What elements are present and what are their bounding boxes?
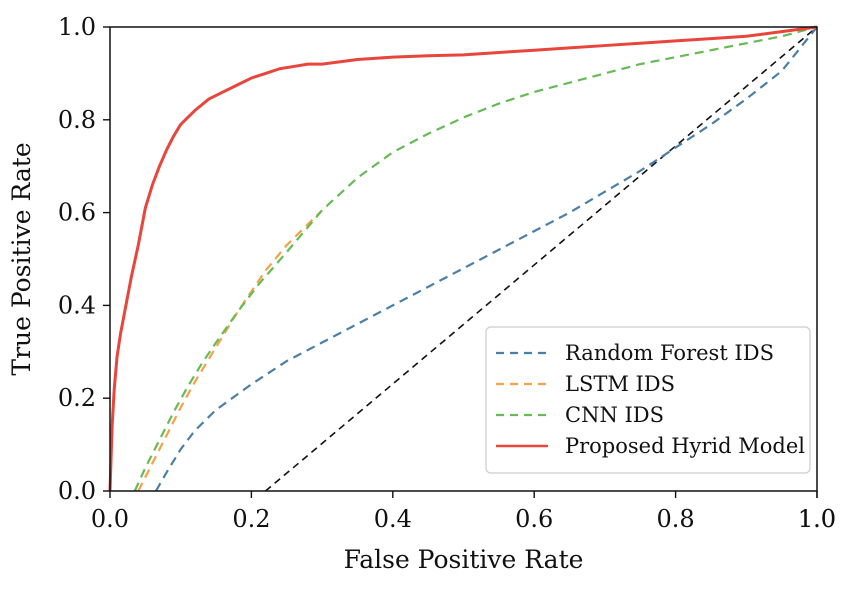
x-tick-label: 0.2 — [232, 505, 270, 533]
x-tick-label: 0.4 — [374, 505, 412, 533]
x-tick-label: 1.0 — [798, 505, 836, 533]
legend-label: CNN IDS — [565, 403, 664, 427]
x-tick-label: 1.0 — [798, 505, 836, 533]
y-tick-label: 0.8 — [58, 106, 96, 134]
x-axis-label: False Positive Rate — [344, 545, 584, 574]
y-tick-label: 0.6 — [58, 199, 96, 227]
y-tick-label: 0.2 — [58, 384, 96, 412]
legend-label: LSTM IDS — [565, 372, 675, 396]
series-line-2 — [137, 209, 323, 492]
y-tick-label: 1.0 — [58, 13, 96, 41]
plot-frame — [109, 26, 818, 492]
plot-lines — [108, 25, 818, 492]
series-line-1 — [154, 26, 818, 492]
legend: Random Forest IDS LSTM IDS CNN IDS Proposed… — [485, 326, 811, 474]
y-tick-label: 0.4 — [58, 291, 96, 319]
legend-label: Random Forest IDS — [565, 341, 774, 365]
series-line-4 — [108, 25, 818, 492]
y-tick-label: 0.0 — [58, 477, 96, 505]
x-tick-label: 0.6 — [515, 505, 553, 533]
y-axis-label: True Positive Rate — [7, 142, 36, 375]
x-tick-label: 0.0 — [91, 505, 129, 533]
axis-ticks: 0.0 0.2 0.4 0.6 0.8 1.01.00.00.20.40.60.81.0 — [58, 13, 836, 533]
legend-label: Proposed Hyrid Model — [565, 434, 805, 458]
legend-box — [485, 326, 811, 474]
x-tick-label: 0.8 — [657, 505, 695, 533]
diagonal-reference-line — [265, 26, 818, 492]
